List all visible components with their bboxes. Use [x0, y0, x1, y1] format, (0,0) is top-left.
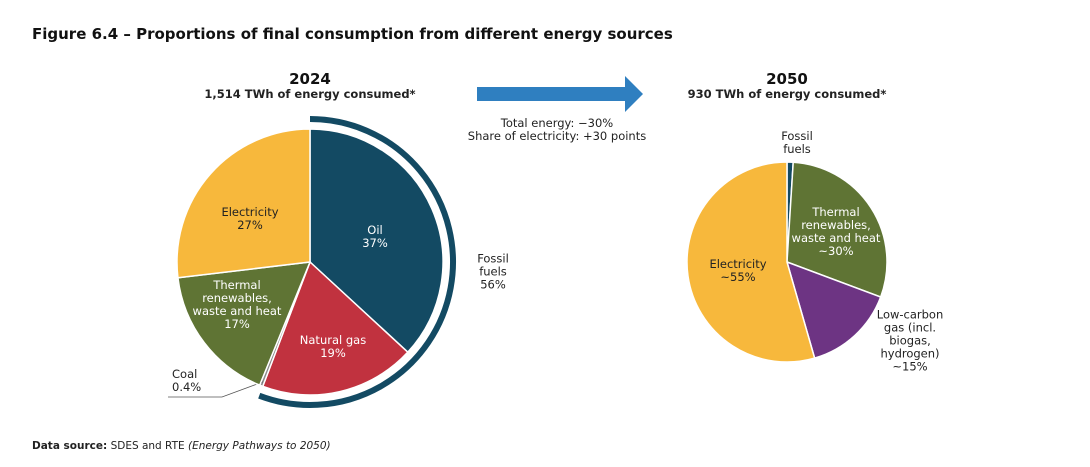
- label-part: Thermal renewables, waste and heat: [791, 205, 881, 245]
- arrow-note: Total energy: −30%: [500, 116, 614, 130]
- pie-subtitle: 1,514 TWh of energy consumed*: [204, 87, 415, 101]
- group-label: Fossil fuels 56%: [468, 251, 518, 292]
- pie-subtitle: 930 TWh of energy consumed*: [688, 87, 887, 101]
- pie-slice: [686, 161, 816, 363]
- arrow-notes: Total energy: −30% Share of electricity:…: [468, 117, 646, 143]
- label-part: Fossil fuels: [781, 129, 813, 156]
- slice-label: Thermal renewables, waste and heat ~30%: [786, 206, 886, 258]
- source-text: SDES and RTE: [110, 440, 185, 452]
- arrow-note: Share of electricity: +30 points: [467, 129, 647, 143]
- label-part: 27%: [237, 218, 263, 232]
- label-part: ~55%: [720, 270, 756, 284]
- label-part: ~30%: [818, 244, 854, 258]
- pie-slice: [261, 260, 409, 396]
- label-part: Thermal renewables, waste and heat: [192, 278, 282, 318]
- source-italic: (Energy Pathways to 2050): [187, 440, 331, 452]
- label-part: 19%: [320, 346, 346, 360]
- group-arc: [258, 116, 456, 408]
- slice-label: Electricity ~55%: [693, 258, 783, 284]
- slice-label: Natural gas 19%: [288, 334, 378, 360]
- source: Data source: SDES and RTE (Energy Pathwa…: [32, 440, 331, 452]
- pie-slice: [309, 128, 444, 354]
- label-part: Fossil fuels: [477, 251, 509, 279]
- label-part: Electricity: [709, 257, 767, 271]
- label-part: ~15%: [892, 359, 928, 374]
- pie-slice: [176, 128, 311, 279]
- slice-label: Coal 0.4%: [172, 368, 212, 394]
- label-part: Electricity: [221, 205, 279, 219]
- slice-label: Oil 37%: [345, 224, 405, 250]
- pie-title: 2024: [289, 70, 331, 88]
- label-part: 0.4%: [172, 380, 202, 394]
- pie-title: 2050: [766, 70, 808, 88]
- slice-label: Low-carbon gas (incl. biogas, hydrogen) ~…: [865, 307, 955, 374]
- arrow: [477, 76, 643, 112]
- label-part: Oil: [367, 223, 383, 237]
- label-part: Natural gas: [299, 333, 367, 347]
- pie-slice: [786, 161, 888, 298]
- source-label: Data source:: [32, 440, 108, 452]
- label-part: 56%: [480, 277, 506, 292]
- slice-label: Fossil fuels: [767, 130, 827, 156]
- leader-line: [168, 381, 263, 398]
- label-part: 37%: [362, 236, 388, 250]
- label-part: 17%: [224, 317, 250, 331]
- pie-slice: [785, 260, 882, 360]
- pie-slice: [177, 261, 312, 387]
- slice-label: Thermal renewables, waste and heat 17%: [187, 279, 287, 331]
- label-part: Low-carbon gas (incl. biogas, hydrogen): [876, 307, 944, 361]
- figure-title: Figure 6.4 – Proportions of final consum…: [32, 25, 673, 43]
- label-part: Coal: [172, 367, 198, 381]
- slice-label: Electricity 27%: [205, 206, 295, 232]
